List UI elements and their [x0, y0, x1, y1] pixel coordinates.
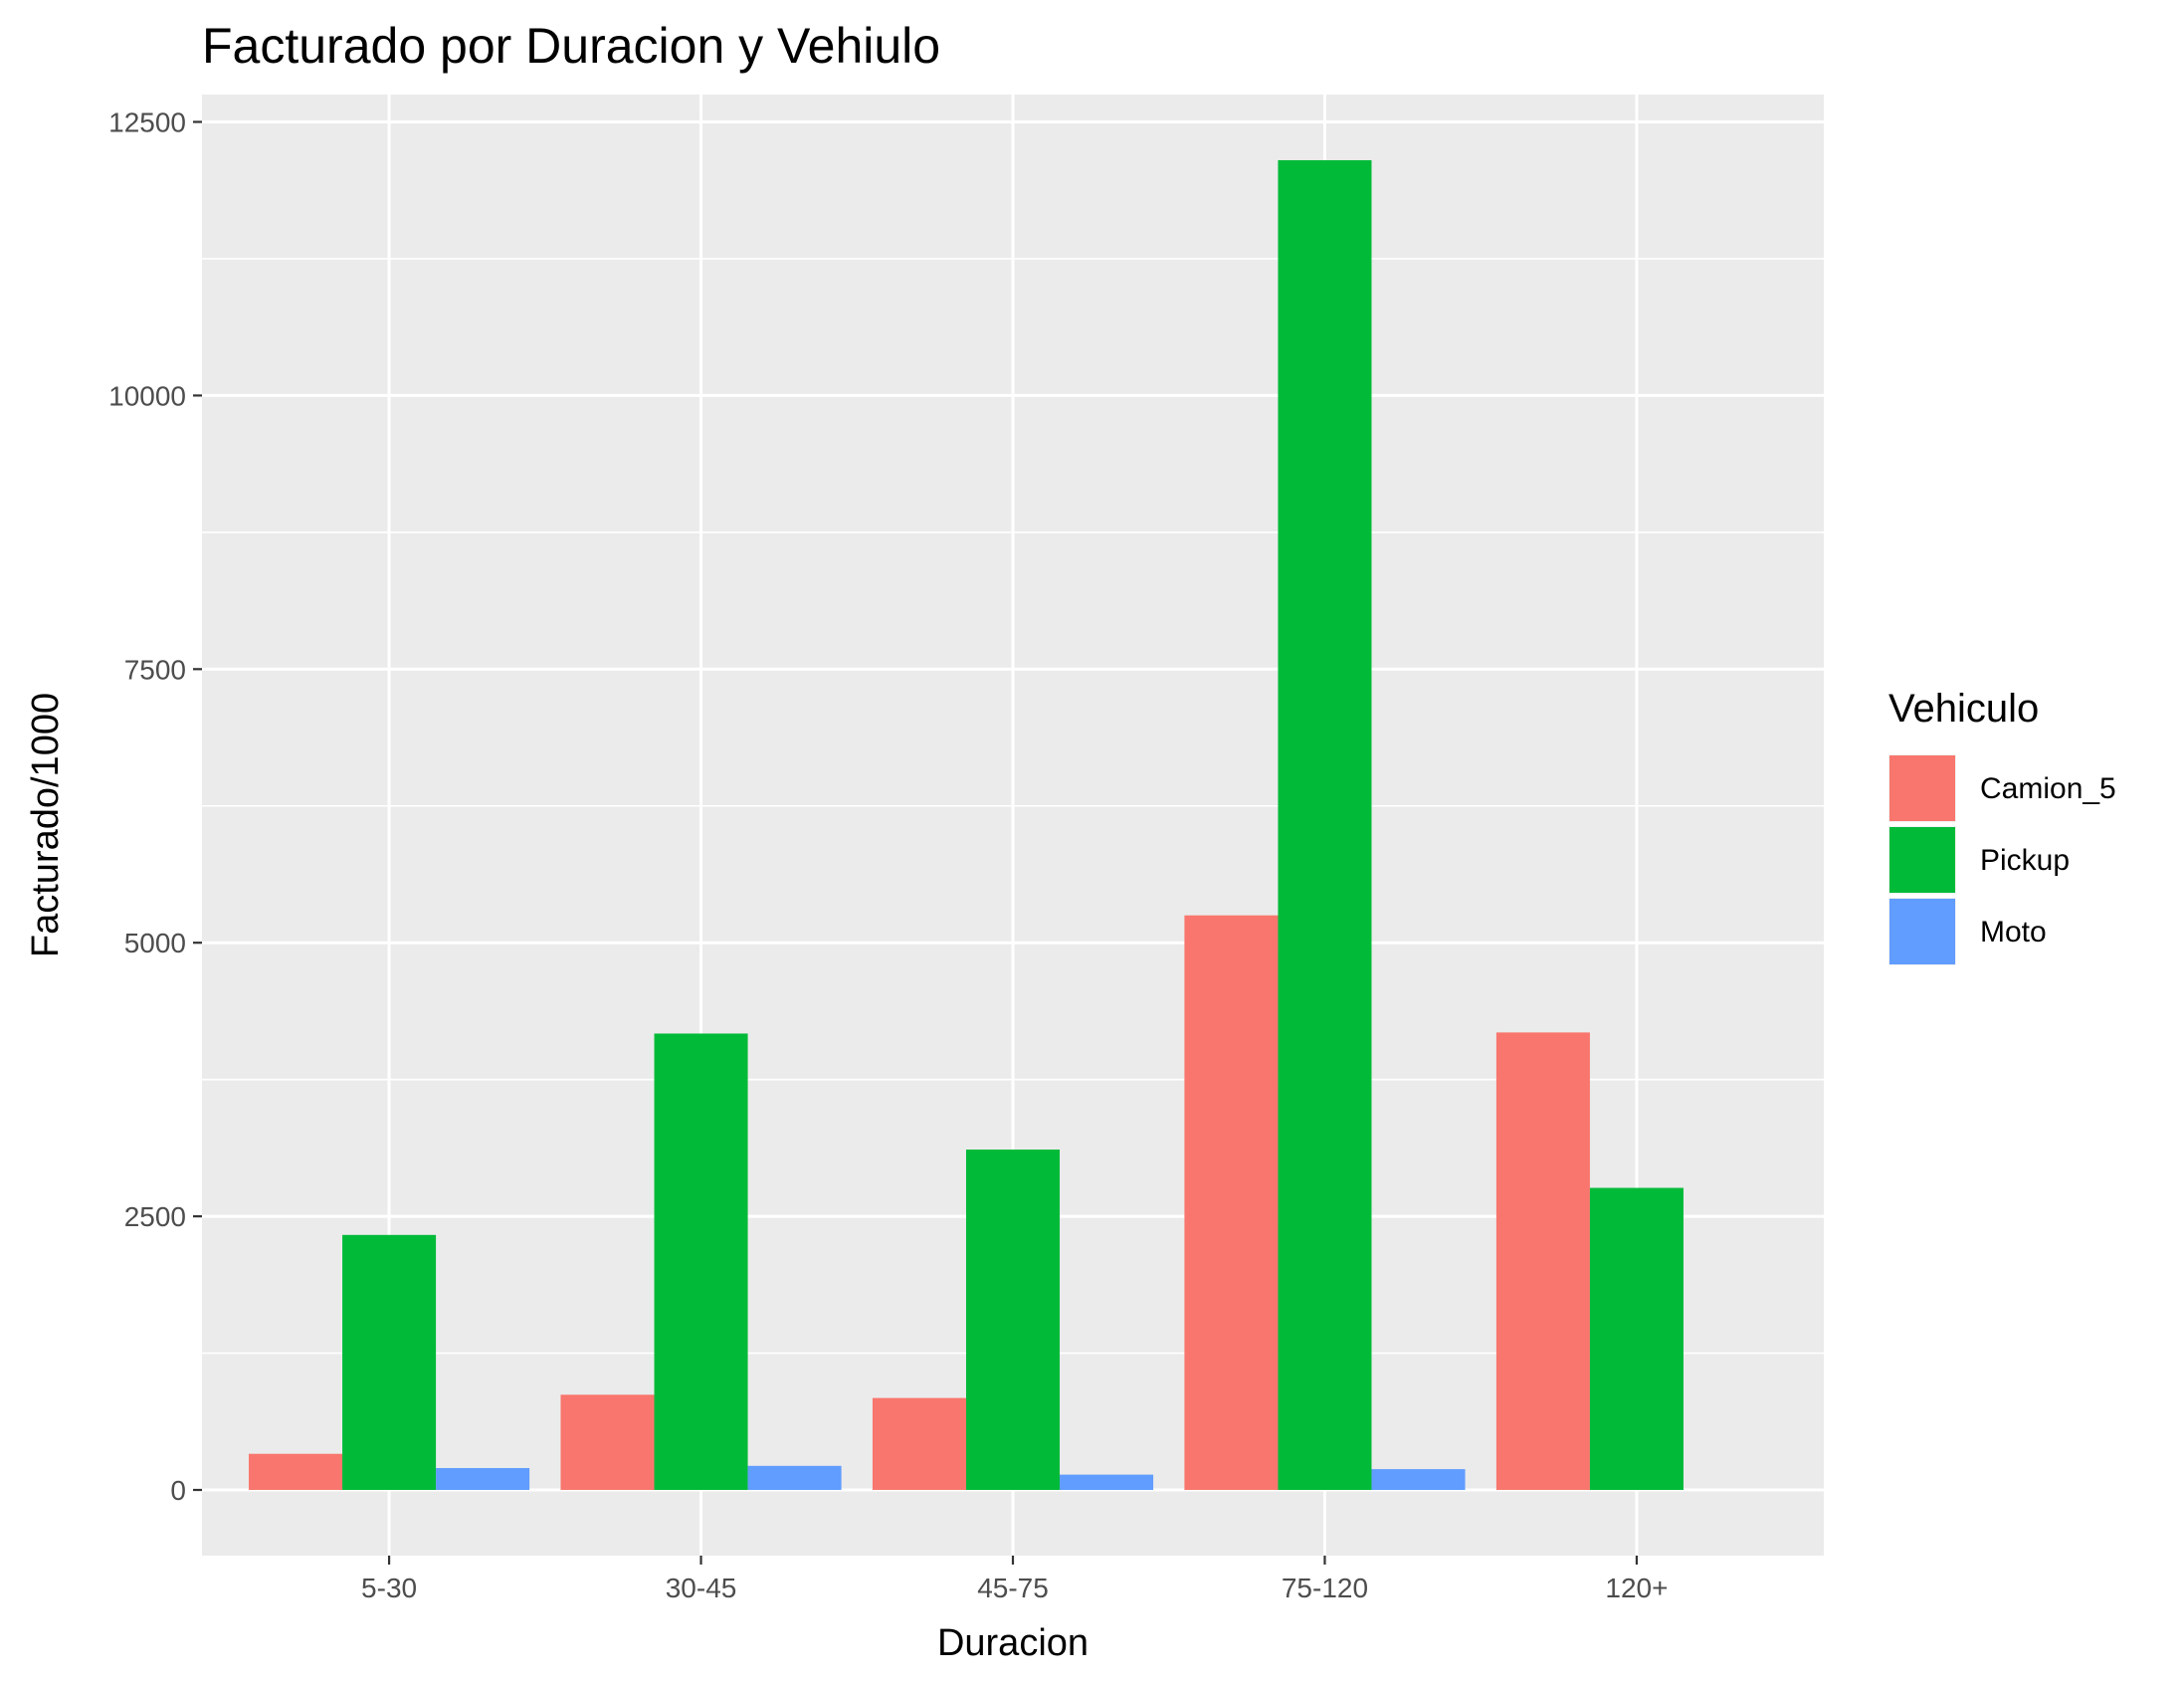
- bar: [342, 1234, 437, 1491]
- bar: [1278, 159, 1372, 1491]
- legend-label: Moto: [1980, 916, 2047, 948]
- bar: [872, 1397, 966, 1491]
- y-axis: 0 2500 5000 7500 10000 12500: [108, 106, 202, 1506]
- bar: [560, 1394, 655, 1491]
- x-axis-title: Duracion: [937, 1622, 1089, 1664]
- bar: [1184, 915, 1279, 1491]
- bar: [747, 1465, 842, 1491]
- y-tick-label: 5000: [124, 928, 186, 958]
- x-tick-label: 5-30: [361, 1573, 417, 1603]
- legend-label: Pickup: [1980, 844, 2070, 877]
- legend-key: [1889, 755, 1955, 821]
- legend-title: Vehiculo: [1888, 687, 2039, 731]
- x-tick-label: 75-120: [1282, 1573, 1368, 1603]
- bar: [654, 1033, 748, 1491]
- y-axis-title: Facturado/1000: [25, 693, 67, 957]
- bar: [1060, 1474, 1154, 1491]
- legend: Vehiculo Camion_5 Pickup Moto: [1888, 687, 2116, 965]
- x-tick-label: 30-45: [666, 1573, 737, 1603]
- x-tick-label: 120+: [1605, 1573, 1668, 1603]
- bar: [1495, 1032, 1590, 1491]
- y-tick-label: 0: [170, 1475, 186, 1506]
- bar: [965, 1150, 1061, 1491]
- y-tick-label: 2500: [124, 1201, 186, 1232]
- y-tick-label: 12500: [108, 106, 186, 137]
- bar: [1371, 1469, 1466, 1491]
- y-tick-label: 10000: [108, 380, 186, 411]
- bar: [249, 1453, 343, 1491]
- x-axis: 5-30 30-45 45-75 75-120 120+: [361, 1556, 1668, 1603]
- x-tick-label: 45-75: [977, 1573, 1049, 1603]
- legend-label: Camion_5: [1980, 772, 2116, 805]
- legend-key: [1889, 899, 1955, 964]
- bar: [1589, 1187, 1684, 1491]
- bar: [436, 1468, 530, 1491]
- y-tick-label: 7500: [124, 654, 186, 685]
- legend-key: [1889, 827, 1955, 893]
- bars: [249, 159, 1684, 1491]
- chart-title: Facturado por Duracion y Vehiulo: [202, 18, 940, 74]
